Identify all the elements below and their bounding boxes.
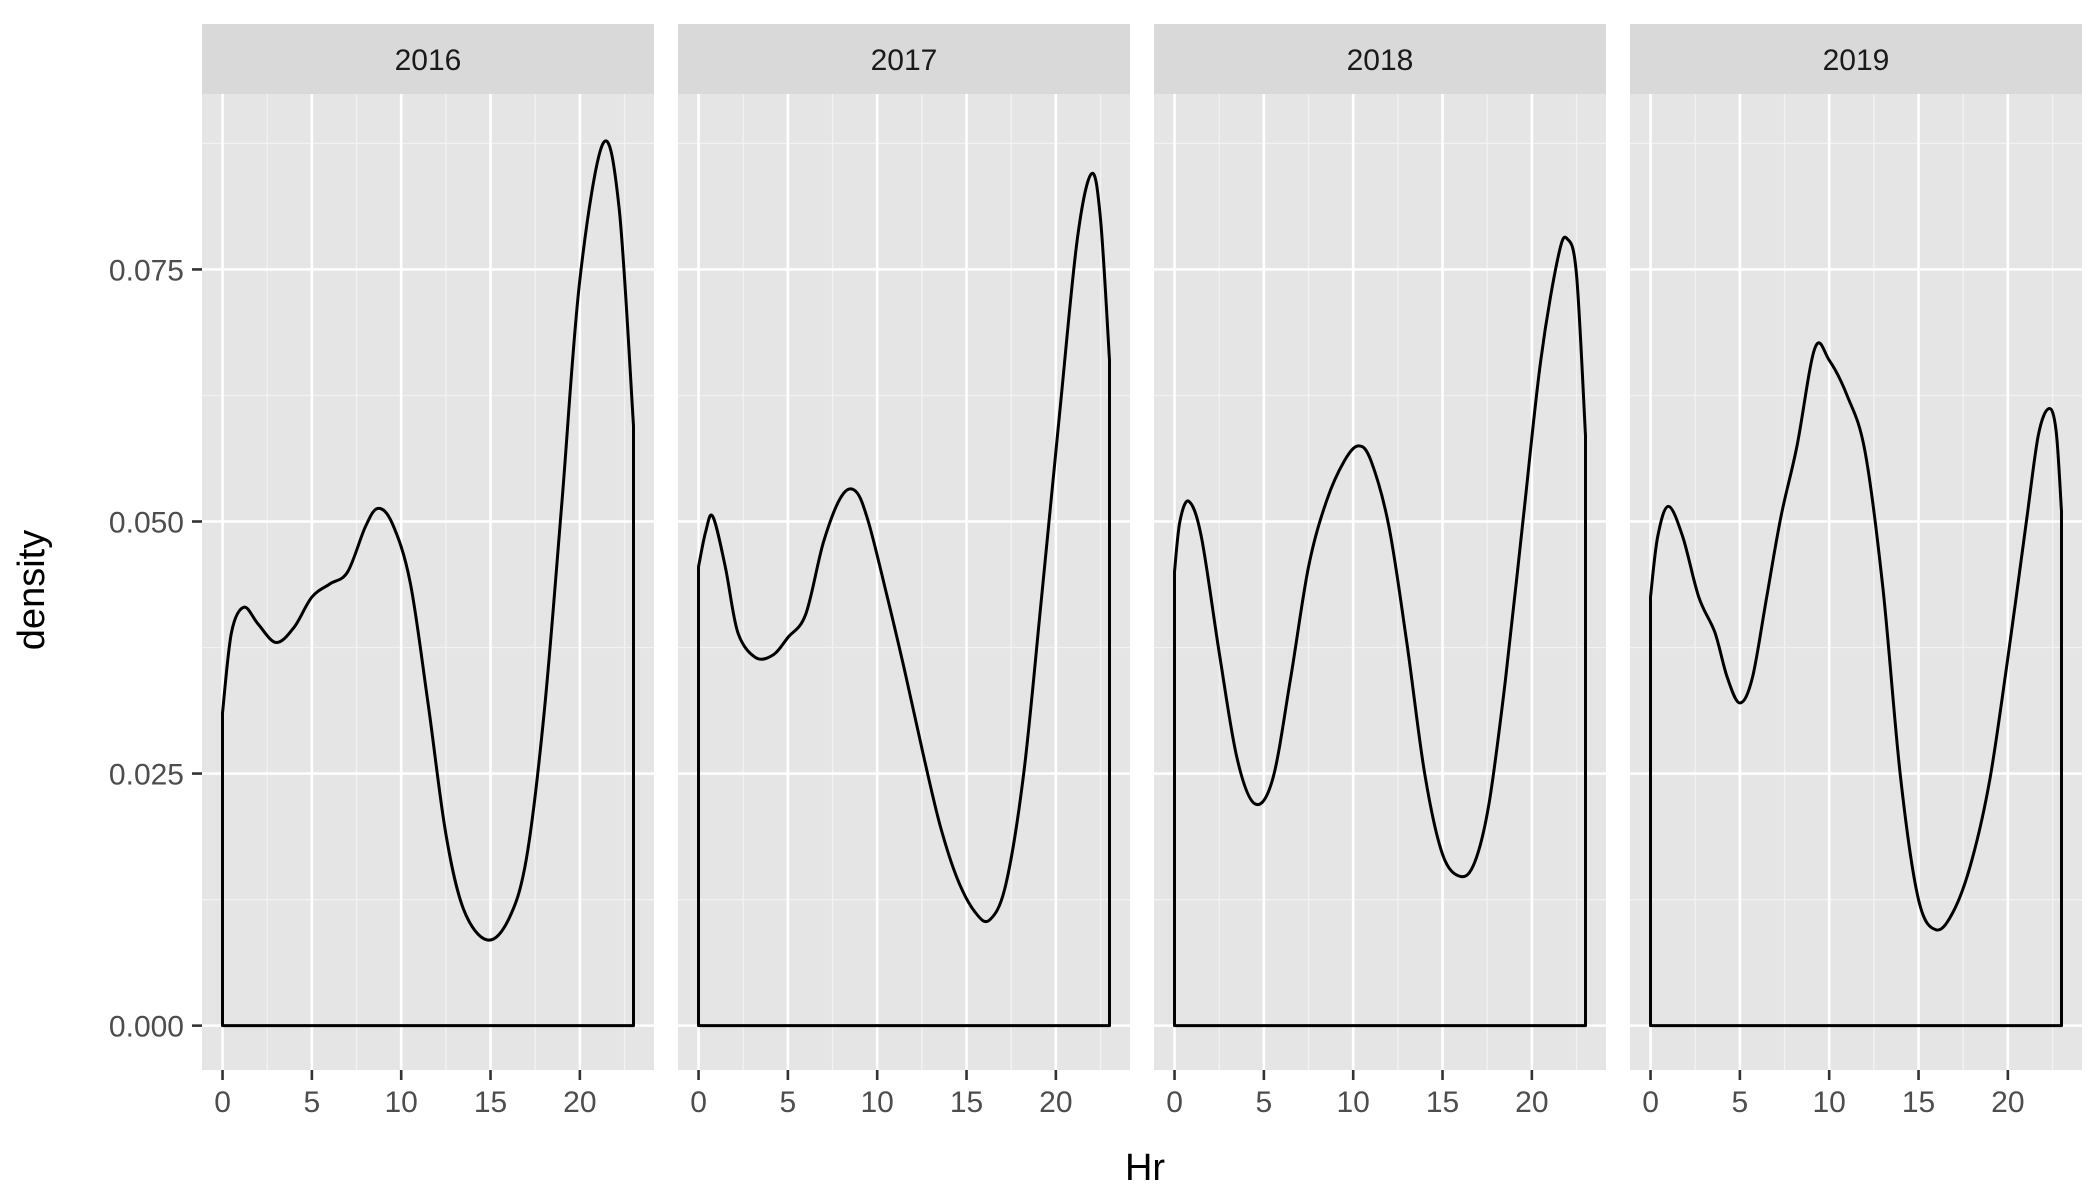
y-tick-label: 0.050 bbox=[109, 507, 184, 540]
facet-strip bbox=[1154, 24, 1606, 94]
y-tick-label: 0.000 bbox=[109, 1011, 184, 1044]
density-curve-2017 bbox=[697, 171, 1111, 1028]
facet-panel-2018: 2018 0 5 10 15 20 bbox=[1154, 24, 1606, 1119]
facet-strip bbox=[678, 24, 1130, 94]
x-tick-label: 15 bbox=[950, 1086, 983, 1119]
density-curve-2019 bbox=[1649, 341, 2063, 1028]
x-tick-label: 20 bbox=[1039, 1086, 1072, 1119]
x-tick-label: 10 bbox=[861, 1086, 894, 1119]
x-tick-label: 20 bbox=[563, 1086, 596, 1119]
x-tick-label: 5 bbox=[1732, 1086, 1749, 1119]
x-tick-label: 5 bbox=[304, 1086, 321, 1119]
panel-background bbox=[1630, 94, 2082, 1070]
x-tick-label: 10 bbox=[385, 1086, 418, 1119]
x-tick-label: 15 bbox=[1426, 1086, 1459, 1119]
x-tick-label: 20 bbox=[1515, 1086, 1548, 1119]
panel-background bbox=[1154, 94, 1606, 1070]
x-tick-label: 0 bbox=[1642, 1086, 1659, 1119]
facet-strip-label: 2019 bbox=[1823, 44, 1890, 77]
facet-strip-label: 2017 bbox=[871, 44, 938, 77]
x-tick-label: 0 bbox=[214, 1086, 231, 1119]
y-tick-label: 0.025 bbox=[109, 759, 184, 792]
x-tick-label: 15 bbox=[1902, 1086, 1935, 1119]
x-tick-label: 10 bbox=[1813, 1086, 1846, 1119]
facet-strip bbox=[202, 24, 654, 94]
y-axis-title: density bbox=[11, 530, 53, 650]
x-axis-title: Hr bbox=[1125, 1147, 1165, 1189]
x-tick-label: 0 bbox=[1166, 1086, 1183, 1119]
y-tick-label: 0.075 bbox=[109, 254, 184, 287]
x-tick-label: 0 bbox=[690, 1086, 707, 1119]
density-curve-2016 bbox=[221, 139, 635, 1028]
facet-strip-label: 2018 bbox=[1347, 44, 1414, 77]
y-axis: 0.000 0.025 0.050 0.075 bbox=[109, 254, 202, 1044]
panel-background bbox=[678, 94, 1130, 1070]
x-tick-label: 15 bbox=[474, 1086, 507, 1119]
facet-panel-2016: 2016 0 5 10 15 20 bbox=[202, 24, 654, 1119]
x-tick-label: 20 bbox=[1991, 1086, 2024, 1119]
x-tick-label: 5 bbox=[780, 1086, 797, 1119]
x-tick-label: 10 bbox=[1337, 1086, 1370, 1119]
density-curve-2018 bbox=[1173, 235, 1587, 1028]
x-tick-label: 5 bbox=[1256, 1086, 1273, 1119]
facet-panel-2019: 2019 0 5 10 15 20 bbox=[1630, 24, 2082, 1119]
facet-strip bbox=[1630, 24, 2082, 94]
facet-panel-2017: 2017 0 5 10 15 20 bbox=[678, 24, 1130, 1119]
facet-strip-label: 2016 bbox=[395, 44, 462, 77]
